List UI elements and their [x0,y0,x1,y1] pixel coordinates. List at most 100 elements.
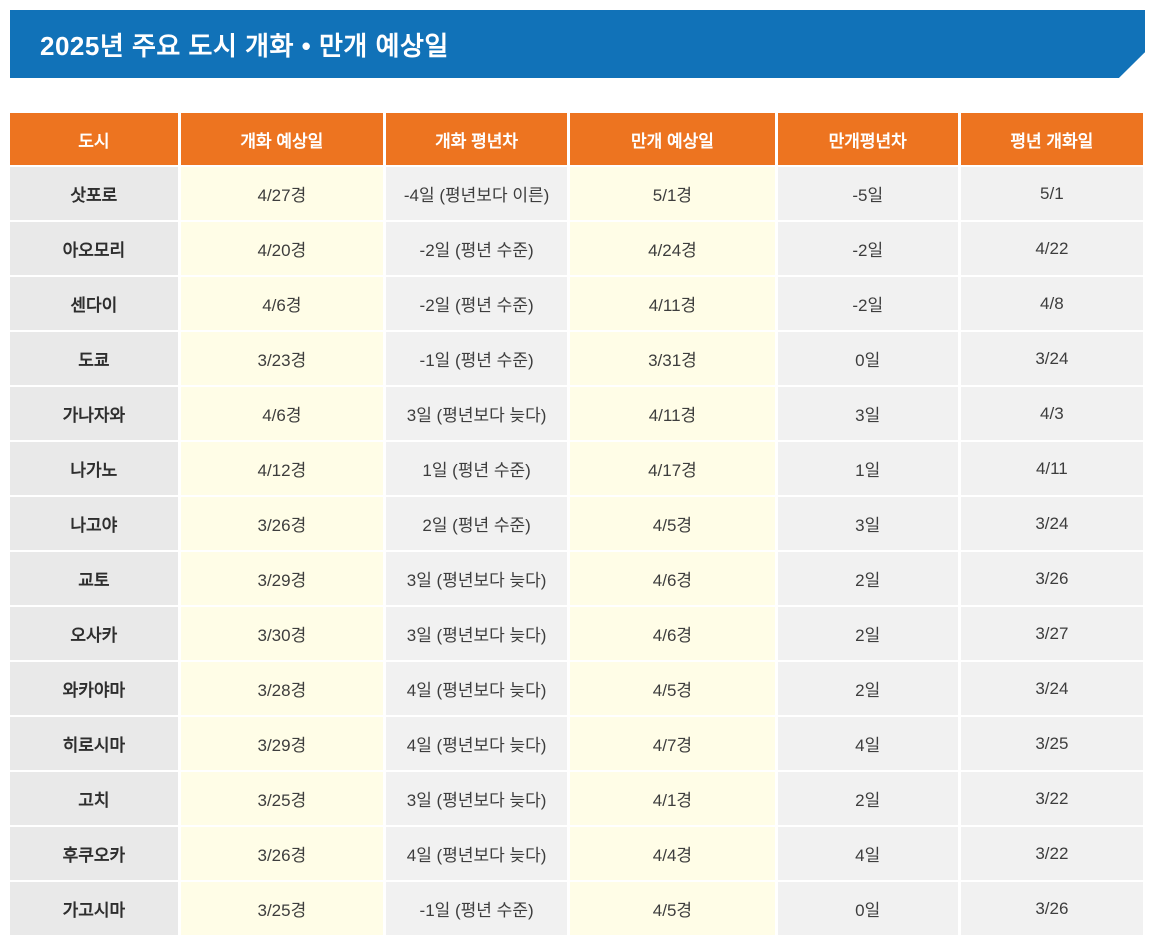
bloom-date-cell: 3/30경 [180,607,384,660]
average-bloom-date-cell: 3/24 [960,662,1143,715]
average-bloom-date-cell: 3/22 [960,772,1143,825]
header-city: 도시 [10,113,178,165]
full-bloom-date-cell: 4/4경 [570,827,775,880]
full-bloom-date-cell: 4/5경 [570,662,775,715]
bloom-diff-cell: 3일 (평년보다 늦다) [386,772,568,825]
full-bloom-diff-cell: 3일 [777,497,958,550]
full-bloom-diff-cell: 0일 [777,332,958,385]
full-bloom-diff-cell: 2일 [777,772,958,825]
table-row: 가나자와 4/6경 3일 (평년보다 늦다) 4/11경 3일 4/3 [10,387,1143,440]
full-bloom-diff-cell: 2일 [777,607,958,660]
bloom-diff-cell: -2일 (평년 수준) [386,222,568,275]
city-cell: 나가노 [10,442,178,495]
bloom-diff-cell: 4일 (평년보다 늦다) [386,662,568,715]
city-cell: 후쿠오카 [10,827,178,880]
full-bloom-diff-cell: 0일 [777,882,958,935]
average-bloom-date-cell: 4/8 [960,277,1143,330]
full-bloom-date-cell: 4/7경 [570,717,775,770]
city-cell: 고치 [10,772,178,825]
city-cell: 교토 [10,552,178,605]
table-row: 교토 3/29경 3일 (평년보다 늦다) 4/6경 2일 3/26 [10,552,1143,605]
bloom-date-cell: 3/26경 [180,497,384,550]
city-cell: 도쿄 [10,332,178,385]
full-bloom-diff-cell: -5일 [777,167,958,220]
average-bloom-date-cell: 3/26 [960,552,1143,605]
full-bloom-diff-cell: -2일 [777,277,958,330]
bloom-diff-cell: 3일 (평년보다 늦다) [386,552,568,605]
bloom-date-cell: 3/26경 [180,827,384,880]
table-row: 가고시마 3/25경 -1일 (평년 수준) 4/5경 0일 3/26 [10,882,1143,935]
full-bloom-date-cell: 4/6경 [570,607,775,660]
full-bloom-diff-cell: 1일 [777,442,958,495]
bloom-date-cell: 3/25경 [180,882,384,935]
table-row: 오사카 3/30경 3일 (평년보다 늦다) 4/6경 2일 3/27 [10,607,1143,660]
average-bloom-date-cell: 3/24 [960,332,1143,385]
bloom-date-cell: 3/23경 [180,332,384,385]
full-bloom-diff-cell: 4일 [777,827,958,880]
bloom-date-cell: 3/29경 [180,552,384,605]
bloom-diff-cell: -1일 (평년 수준) [386,882,568,935]
bloom-date-cell: 4/20경 [180,222,384,275]
page-title: 2025년 주요 도시 개화 • 만개 예상일 [40,30,449,61]
full-bloom-date-cell: 4/5경 [570,882,775,935]
table-row: 나가노 4/12경 1일 (평년 수준) 4/17경 1일 4/11 [10,442,1143,495]
table-row: 와카야마 3/28경 4일 (평년보다 늦다) 4/5경 2일 3/24 [10,662,1143,715]
bloom-date-cell: 4/12경 [180,442,384,495]
full-bloom-date-cell: 3/31경 [570,332,775,385]
average-bloom-date-cell: 3/27 [960,607,1143,660]
average-bloom-date-cell: 3/25 [960,717,1143,770]
title-banner: 2025년 주요 도시 개화 • 만개 예상일 [10,10,1145,78]
full-bloom-date-cell: 4/11경 [570,277,775,330]
full-bloom-date-cell: 4/1경 [570,772,775,825]
city-cell: 아오모리 [10,222,178,275]
full-bloom-diff-cell: 4일 [777,717,958,770]
table-row: 후쿠오카 3/26경 4일 (평년보다 늦다) 4/4경 4일 3/22 [10,827,1143,880]
average-bloom-date-cell: 3/24 [960,497,1143,550]
bloom-date-cell: 4/6경 [180,277,384,330]
average-bloom-date-cell: 4/22 [960,222,1143,275]
city-cell: 오사카 [10,607,178,660]
city-cell: 와카야마 [10,662,178,715]
table-row: 고치 3/25경 3일 (평년보다 늦다) 4/1경 2일 3/22 [10,772,1143,825]
forecast-table-container: 도시 개화 예상일 개화 평년차 만개 예상일 만개평년차 평년 개화일 삿포로… [7,111,1146,937]
bloom-diff-cell: -4일 (평년보다 이른) [386,167,568,220]
bloom-date-cell: 3/29경 [180,717,384,770]
city-cell: 가나자와 [10,387,178,440]
table-row: 아오모리 4/20경 -2일 (평년 수준) 4/24경 -2일 4/22 [10,222,1143,275]
city-cell: 가고시마 [10,882,178,935]
header-bloom-date: 개화 예상일 [180,113,384,165]
bloom-diff-cell: -2일 (평년 수준) [386,277,568,330]
bloom-diff-cell: -1일 (평년 수준) [386,332,568,385]
bloom-diff-cell: 3일 (평년보다 늦다) [386,607,568,660]
bloom-diff-cell: 1일 (평년 수준) [386,442,568,495]
table-row: 센다이 4/6경 -2일 (평년 수준) 4/11경 -2일 4/8 [10,277,1143,330]
city-cell: 히로시마 [10,717,178,770]
full-bloom-date-cell: 4/11경 [570,387,775,440]
city-cell: 삿포로 [10,167,178,220]
full-bloom-date-cell: 4/6경 [570,552,775,605]
bloom-diff-cell: 3일 (평년보다 늦다) [386,387,568,440]
full-bloom-date-cell: 4/24경 [570,222,775,275]
full-bloom-diff-cell: 3일 [777,387,958,440]
header-average-bloom-date: 평년 개화일 [960,113,1143,165]
bloom-diff-cell: 4일 (평년보다 늦다) [386,827,568,880]
table-header-row: 도시 개화 예상일 개화 평년차 만개 예상일 만개평년차 평년 개화일 [10,113,1143,165]
city-cell: 나고야 [10,497,178,550]
average-bloom-date-cell: 5/1 [960,167,1143,220]
bloom-diff-cell: 2일 (평년 수준) [386,497,568,550]
bloom-date-cell: 4/6경 [180,387,384,440]
full-bloom-diff-cell: 2일 [777,552,958,605]
bloom-date-cell: 3/25경 [180,772,384,825]
table-row: 나고야 3/26경 2일 (평년 수준) 4/5경 3일 3/24 [10,497,1143,550]
average-bloom-date-cell: 3/26 [960,882,1143,935]
full-bloom-date-cell: 4/5경 [570,497,775,550]
bloom-diff-cell: 4일 (평년보다 늦다) [386,717,568,770]
full-bloom-diff-cell: -2일 [777,222,958,275]
header-bloom-diff: 개화 평년차 [386,113,568,165]
header-full-bloom-date: 만개 예상일 [570,113,775,165]
bloom-date-cell: 3/28경 [180,662,384,715]
average-bloom-date-cell: 4/11 [960,442,1143,495]
table-body: 삿포로 4/27경 -4일 (평년보다 이른) 5/1경 -5일 5/1 아오모리 4/20경… [10,167,1143,935]
city-cell: 센다이 [10,277,178,330]
bloom-forecast-table: 도시 개화 예상일 개화 평년차 만개 예상일 만개평년차 평년 개화일 삿포로… [7,111,1146,937]
